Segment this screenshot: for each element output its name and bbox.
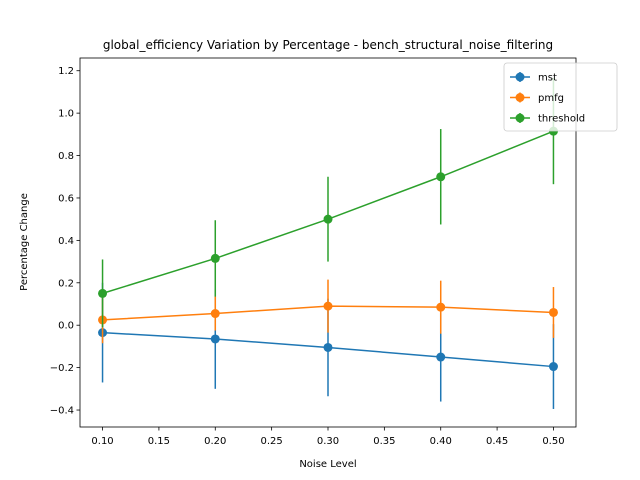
- data-point-threshold: [98, 288, 108, 298]
- plot-frame: [79, 57, 577, 428]
- x-tick-label: 0.30: [317, 436, 339, 447]
- y-tick-label: 1.0: [58, 109, 74, 120]
- x-tick-label: 0.35: [373, 436, 395, 447]
- x-axis: 0.10 0.15 0.20 0.25 0.30 0.35 0.40 0.45 0.50: [91, 427, 565, 447]
- data-point-pmfg: [210, 309, 220, 319]
- legend-label-threshold: threshold: [538, 114, 585, 125]
- data-point-pmfg: [323, 301, 333, 311]
- legend-marker-pmfg: [515, 93, 525, 102]
- y-tick-label: −0.2: [50, 363, 74, 374]
- data-point-threshold: [210, 253, 220, 263]
- data-point-pmfg: [436, 302, 446, 312]
- data-point-mst: [548, 362, 558, 372]
- data-point-mst: [436, 352, 446, 362]
- y-tick-label: 0.2: [58, 278, 74, 289]
- x-tick-label: 0.25: [261, 436, 283, 447]
- y-tick-label: 0.4: [58, 236, 74, 247]
- y-tick-label: 0.6: [58, 193, 74, 204]
- legend-label-pmfg: pmfg: [538, 93, 564, 104]
- data-point-pmfg: [548, 307, 558, 317]
- legend: mst pmfg threshold: [503, 62, 618, 132]
- plot-area: [98, 78, 558, 409]
- data-point-mst: [323, 342, 333, 352]
- x-axis-label: Noise Level: [299, 459, 356, 470]
- legend-marker-mst: [515, 72, 525, 82]
- x-tick-label: 0.15: [148, 436, 170, 447]
- legend-marker-threshold: [515, 113, 525, 123]
- series-mst: [98, 282, 558, 409]
- legend-label-mst: mst: [538, 73, 557, 84]
- data-point-threshold: [323, 214, 333, 224]
- x-tick-label: 0.50: [542, 436, 564, 447]
- series-pmfg: [98, 279, 558, 344]
- chart-title: global_efficiency Variation by Percentag…: [103, 38, 553, 52]
- y-tick-label: 0.0: [58, 321, 74, 332]
- y-tick-label: 0.8: [58, 151, 74, 162]
- x-tick-label: 0.40: [430, 436, 452, 447]
- x-tick-label: 0.45: [486, 436, 508, 447]
- data-point-threshold: [436, 172, 446, 182]
- y-tick-label: −0.4: [50, 406, 74, 417]
- data-point-mst: [210, 334, 220, 344]
- legend-box: [503, 62, 618, 132]
- x-tick-label: 0.20: [204, 436, 226, 447]
- y-tick-label: 1.2: [58, 66, 74, 77]
- y-axis-label: Percentage Change: [19, 193, 30, 291]
- x-tick-label: 0.10: [91, 436, 113, 447]
- y-axis: −0.4 −0.2 0.0 0.2 0.4 0.6 0.8 1.0 1.2: [50, 66, 80, 417]
